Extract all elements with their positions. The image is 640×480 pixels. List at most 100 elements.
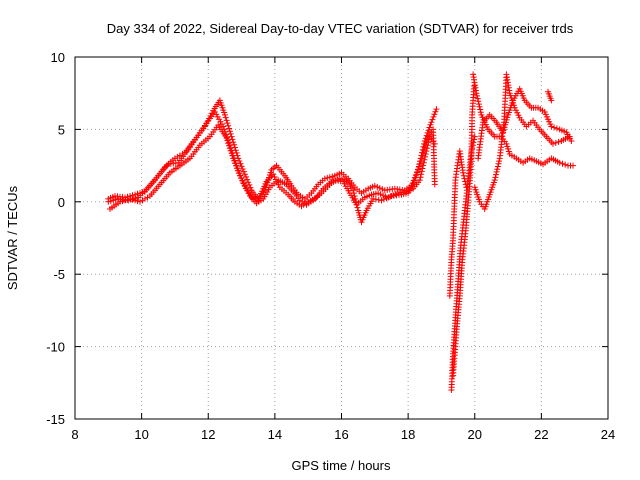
data-point <box>570 162 576 169</box>
y-tick-label: 5 <box>58 122 65 137</box>
grid-lines <box>75 57 608 419</box>
data-point <box>473 90 480 97</box>
data-point <box>425 139 432 146</box>
data-point <box>462 181 469 188</box>
data-point <box>417 174 424 181</box>
data-point <box>548 97 555 104</box>
x-tick-label: 16 <box>334 427 348 442</box>
data-point <box>228 133 235 140</box>
y-tick-label: -15 <box>46 412 65 427</box>
data-point <box>227 130 234 137</box>
x-tick-labels: 8 10 12 14 16 18 20 22 24 <box>71 427 615 442</box>
data-point <box>426 124 433 131</box>
x-tick-label: 10 <box>134 427 148 442</box>
data-point <box>224 137 231 144</box>
data-point <box>271 173 278 180</box>
data-point <box>424 145 431 152</box>
x-tick-label: 20 <box>468 427 482 442</box>
data-point <box>555 138 562 145</box>
data-point <box>559 160 566 167</box>
data-point <box>568 138 575 144</box>
data-point <box>476 103 483 110</box>
data-point <box>419 165 426 172</box>
data-point <box>241 171 248 178</box>
data-point <box>419 152 426 159</box>
data-point <box>418 171 425 178</box>
data-point <box>221 111 228 118</box>
data-point <box>270 171 277 178</box>
data-point <box>422 151 429 157</box>
x-tick-label: 18 <box>401 427 415 442</box>
data-point <box>495 160 502 167</box>
x-axis-label: GPS time / hours <box>292 458 391 473</box>
data-point <box>462 178 469 185</box>
data-point <box>431 111 438 118</box>
data-point <box>428 119 435 126</box>
data-point <box>237 160 244 167</box>
y-tick-label: -10 <box>46 340 65 355</box>
data-point <box>475 101 482 108</box>
data-point <box>242 183 249 190</box>
data-point <box>418 155 425 162</box>
data-point <box>409 182 416 189</box>
data-point <box>424 142 431 149</box>
data-point <box>238 175 245 182</box>
data-point <box>477 109 484 116</box>
y-tick-label: 10 <box>51 50 65 65</box>
data-point <box>225 122 232 129</box>
data-point <box>420 162 427 169</box>
data-point <box>461 175 468 182</box>
data-point <box>240 168 247 175</box>
data-point <box>226 125 233 132</box>
data-point <box>493 171 499 178</box>
tick-marks <box>74 56 609 420</box>
data-point <box>477 106 484 113</box>
data-point <box>247 184 254 191</box>
data-point <box>416 177 423 184</box>
data-point <box>415 166 422 173</box>
data-point <box>460 169 467 176</box>
data-point <box>491 177 498 184</box>
data-point <box>240 180 247 187</box>
data-point <box>350 187 357 194</box>
data-point <box>246 181 253 188</box>
data-point <box>492 174 499 181</box>
data-point <box>423 148 430 155</box>
y-tick-labels: -15 -10 -5 0 5 10 <box>46 50 65 427</box>
data-point <box>556 159 563 166</box>
data-point <box>553 125 560 132</box>
data-point <box>496 158 503 165</box>
data-point <box>562 161 569 168</box>
y-axis-label: SDTVAR / TECUs <box>5 185 20 290</box>
data-point <box>236 172 243 179</box>
x-tick-label: 24 <box>601 427 615 442</box>
data-point <box>244 176 251 183</box>
data-point <box>222 114 229 121</box>
data-point <box>275 181 282 188</box>
data-point <box>548 123 555 130</box>
data-point <box>239 177 246 184</box>
data-point <box>550 140 556 147</box>
data-point <box>243 173 249 180</box>
data-point <box>272 176 279 183</box>
data-point <box>431 140 438 147</box>
data-point <box>494 166 501 173</box>
data-point <box>431 181 438 188</box>
data-point <box>493 168 500 175</box>
data-point <box>505 145 512 152</box>
data-point <box>418 168 425 175</box>
data-point <box>239 166 246 172</box>
data-point <box>433 106 440 113</box>
data-point <box>427 121 434 128</box>
data-point <box>223 117 230 124</box>
y-tick-label: 0 <box>58 195 65 210</box>
data-point <box>423 132 430 139</box>
data-point <box>429 116 436 123</box>
data-point <box>420 159 427 166</box>
data-point <box>416 163 422 170</box>
x-tick-label: 22 <box>534 427 548 442</box>
data-point <box>238 163 245 170</box>
data-point <box>460 172 467 179</box>
